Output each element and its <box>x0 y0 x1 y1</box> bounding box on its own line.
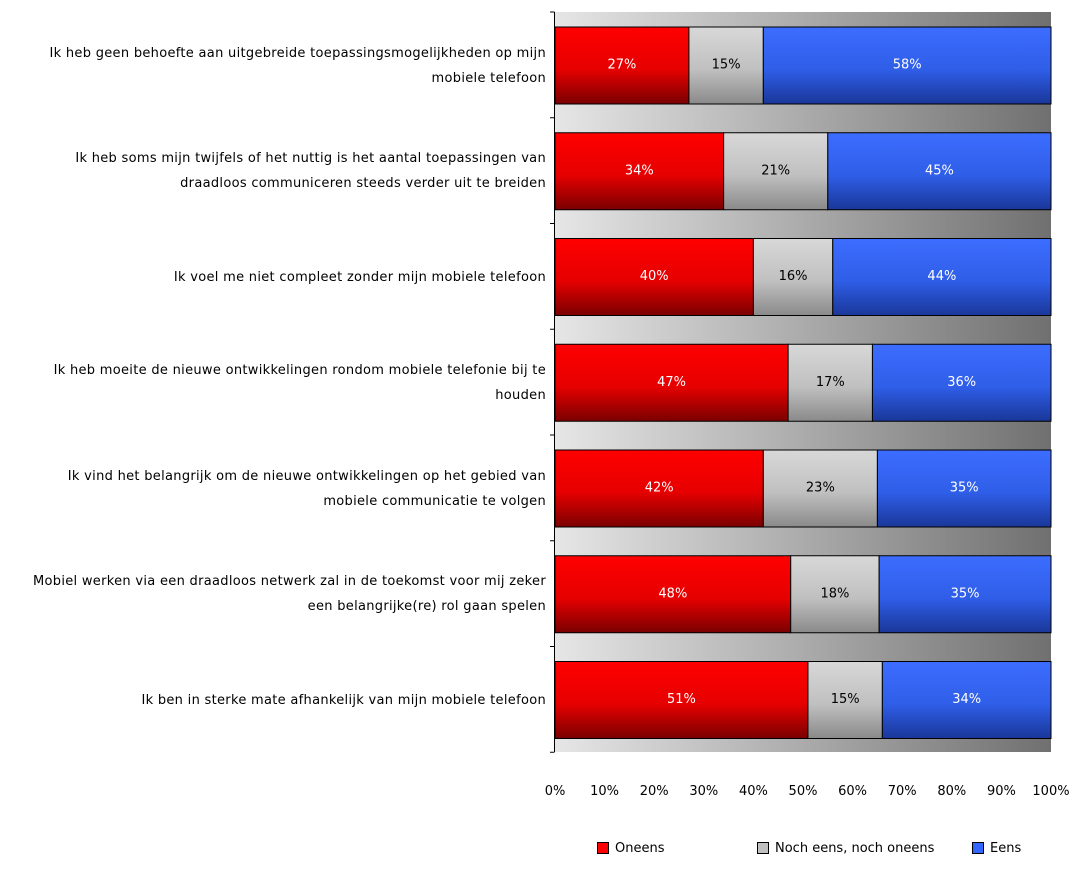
x-tick-label: 30% <box>689 784 718 799</box>
data-label: 15% <box>712 58 741 73</box>
data-label: 18% <box>820 586 849 601</box>
category-label: Ik vind het belangrijk om de nieuwe ontw… <box>67 468 546 509</box>
data-label: 17% <box>816 375 845 390</box>
legend-swatch <box>757 842 769 854</box>
data-label: 16% <box>779 269 808 284</box>
data-label: 48% <box>658 586 687 601</box>
bar-oneens <box>554 238 754 316</box>
legend-item: Noch eens, noch oneens <box>757 838 934 858</box>
data-label: 23% <box>806 481 835 496</box>
bar-oneens <box>554 661 809 739</box>
data-label: 35% <box>950 481 979 496</box>
data-label: 40% <box>640 269 669 284</box>
x-tick-label: 40% <box>739 784 768 799</box>
data-label: 44% <box>927 269 956 284</box>
data-label: 45% <box>925 163 954 178</box>
legend-swatch <box>972 842 984 854</box>
data-label: 34% <box>625 163 654 178</box>
category-label: Ik ben in sterke mate afhankelijk van mi… <box>141 692 546 708</box>
x-tick-label: 80% <box>937 784 966 799</box>
bar-noch-eens-noch-oneens <box>723 132 829 211</box>
x-tick-label: 70% <box>888 784 917 799</box>
legend-swatch <box>597 842 609 854</box>
bar-oneens <box>554 343 789 422</box>
data-label: 27% <box>608 58 637 73</box>
bar-eens <box>832 238 1052 316</box>
x-tick-label: 0% <box>545 784 566 799</box>
data-label: 51% <box>667 692 696 707</box>
x-tick-label: 10% <box>590 784 619 799</box>
legend-label: Noch eens, noch oneens <box>775 840 935 856</box>
bar-eens <box>762 26 1052 105</box>
data-label: 15% <box>831 692 860 707</box>
data-label: 42% <box>645 481 674 496</box>
legend-item: Oneens <box>597 838 664 858</box>
bar-eens <box>827 132 1052 211</box>
data-label: 36% <box>947 375 976 390</box>
category-label: Ik heb soms mijn twijfels of het nuttig … <box>75 151 546 192</box>
bar-oneens <box>554 26 690 105</box>
bar-eens <box>876 449 1052 528</box>
bar-oneens <box>554 132 725 211</box>
bar-eens <box>878 555 1052 634</box>
bar-noch-eens-noch-oneens <box>787 343 873 422</box>
x-tick-label: 60% <box>838 784 867 799</box>
bar-oneens <box>554 555 792 634</box>
category-label: Mobiel werken via een draadloos netwerk … <box>33 574 546 615</box>
data-label: 58% <box>893 58 922 73</box>
bar-noch-eens-noch-oneens <box>688 26 764 105</box>
x-tick-label: 100% <box>1032 784 1069 799</box>
data-label: 21% <box>761 163 790 178</box>
category-label: Ik heb geen behoefte aan uitgebreide toe… <box>49 45 546 86</box>
bar-noch-eens-noch-oneens <box>762 449 878 528</box>
bar-noch-eens-noch-oneens <box>807 661 883 739</box>
bar-eens <box>871 343 1052 422</box>
category-label: Ik voel me niet compleet zonder mijn mob… <box>173 269 546 285</box>
x-tick-label: 20% <box>640 784 669 799</box>
bar-oneens <box>554 449 764 528</box>
data-label: 35% <box>951 586 980 601</box>
x-tick-label: 90% <box>987 784 1016 799</box>
x-tick-label: 50% <box>789 784 818 799</box>
legend-label: Eens <box>990 840 1022 856</box>
data-label: 34% <box>952 692 981 707</box>
bar-noch-eens-noch-oneens <box>790 555 880 634</box>
category-label: Ik heb moeite de nieuwe ontwikkelingen r… <box>53 362 546 403</box>
legend-item: Eens <box>972 838 1021 858</box>
bar-eens <box>881 661 1052 739</box>
data-label: 47% <box>657 375 686 390</box>
legend-label: Oneens <box>615 840 665 856</box>
